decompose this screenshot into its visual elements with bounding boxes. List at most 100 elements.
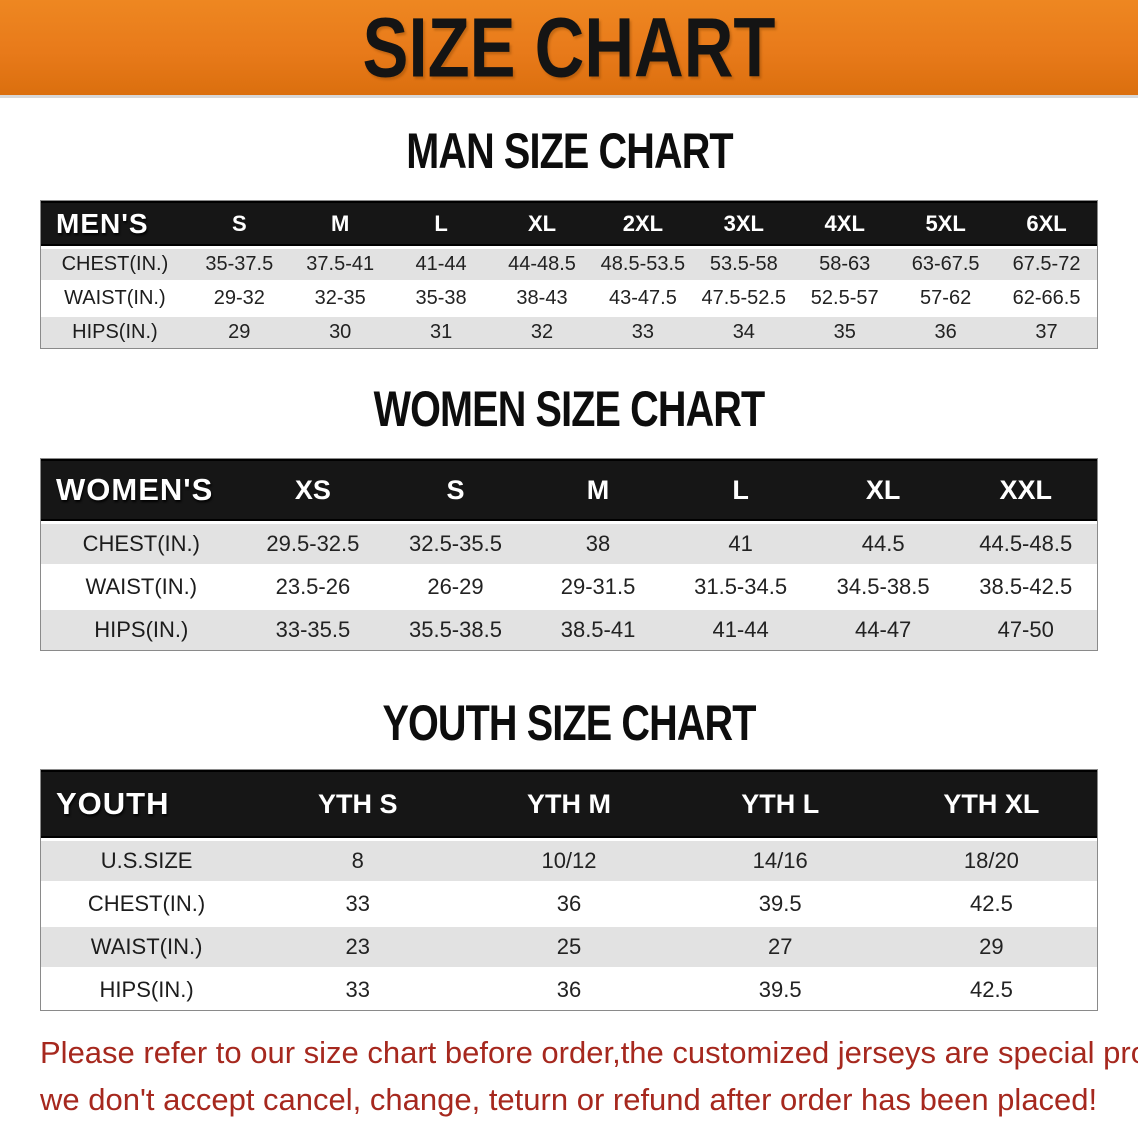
cell-value: 63-67.5 [895, 246, 997, 280]
column-header: YTH M [463, 770, 675, 838]
column-header: XL [491, 201, 593, 246]
cell-value: 29 [188, 314, 290, 348]
banner-title: SIZE CHART [362, 0, 776, 95]
table-row: HIPS(IN.) 29 30 31 32 33 34 35 36 37 [41, 314, 1097, 348]
column-header: 4XL [794, 201, 896, 246]
column-header: S [384, 459, 527, 521]
cell-value: 38.5-41 [526, 607, 670, 650]
cell-value: 29-31.5 [526, 564, 670, 607]
cell-value: 34 [693, 314, 795, 348]
row-label: HIPS(IN.) [41, 314, 189, 348]
cell-value: 33 [592, 314, 694, 348]
row-label: WAIST(IN.) [41, 280, 189, 314]
youth-section-heading: YOUTH SIZE CHART [0, 693, 1138, 751]
cell-value: 31.5-34.5 [669, 564, 812, 607]
column-header: 6XL [996, 201, 1097, 246]
cell-value: 67.5-72 [996, 246, 1097, 280]
row-label: HIPS(IN.) [41, 607, 242, 650]
man-section-heading-text: MAN SIZE CHART [405, 121, 733, 179]
cell-value: 38 [526, 521, 670, 564]
cell-value: 27 [674, 924, 886, 967]
column-header: 3XL [693, 201, 795, 246]
cell-value: 42.5 [885, 881, 1097, 924]
cell-value: 53.5-58 [693, 246, 795, 280]
column-header: YTH XL [885, 770, 1097, 838]
column-header: S [188, 201, 290, 246]
women-section-heading: WOMEN SIZE CHART [0, 380, 1138, 437]
men-size-table-wrap: MEN'S S M L XL 2XL 3XL 4XL 5XL 6XL CHEST(IN.) 35-37… [40, 200, 1098, 349]
women-size-table: WOMEN'S XS S M L XL XXL CHEST(IN.) 29.5-32.5 32.5… [41, 459, 1097, 650]
cell-value: 62-66.5 [996, 280, 1097, 314]
table-row: CHEST(IN.) 33 36 39.5 42.5 [41, 881, 1097, 924]
cell-value: 29 [885, 924, 1097, 967]
cell-value: 37.5-41 [289, 246, 391, 280]
row-label: HIPS(IN.) [41, 967, 253, 1010]
cell-value: 39.5 [674, 881, 886, 924]
cell-value: 47.5-52.5 [693, 280, 795, 314]
cell-value: 29.5-32.5 [241, 521, 385, 564]
row-label: WAIST(IN.) [41, 924, 253, 967]
cell-value: 31 [390, 314, 492, 348]
column-header: YTH L [674, 770, 886, 838]
disclaimer-line-1: Please refer to our size chart before or… [40, 1035, 1138, 1070]
cell-value: 34.5-38.5 [811, 564, 955, 607]
cell-value: 23.5-26 [241, 564, 385, 607]
cell-value: 41 [669, 521, 812, 564]
table-corner-label: WOMEN'S [41, 459, 242, 521]
cell-value: 33 [252, 881, 464, 924]
table-row: WAIST(IN.) 29-32 32-35 35-38 38-43 43-47.5 47.… [41, 280, 1097, 314]
cell-value: 44-48.5 [491, 246, 593, 280]
cell-value: 44-47 [811, 607, 955, 650]
table-row: U.S.SIZE 8 10/12 14/16 18/20 [41, 838, 1097, 881]
cell-value: 48.5-53.5 [592, 246, 694, 280]
cell-value: 18/20 [885, 838, 1097, 881]
cell-value: 42.5 [885, 967, 1097, 1010]
cell-value: 35-38 [390, 280, 492, 314]
cell-value: 44.5 [811, 521, 955, 564]
cell-value: 35-37.5 [188, 246, 290, 280]
column-header: XS [241, 459, 385, 521]
table-row: WAIST(IN.) 23.5-26 26-29 29-31.5 31.5-34.5 34… [41, 564, 1097, 607]
cell-value: 38.5-42.5 [954, 564, 1097, 607]
cell-value: 41-44 [390, 246, 492, 280]
row-label: CHEST(IN.) [41, 246, 189, 280]
table-header-row: WOMEN'S XS S M L XL XXL [41, 459, 1097, 521]
row-label: WAIST(IN.) [41, 564, 242, 607]
table-row: HIPS(IN.) 33-35.5 35.5-38.5 38.5-41 41-44 44-… [41, 607, 1097, 650]
cell-value: 23 [252, 924, 464, 967]
table-header-row: YOUTH YTH S YTH M YTH L YTH XL [41, 770, 1097, 838]
cell-value: 32 [491, 314, 593, 348]
cell-value: 35.5-38.5 [384, 607, 527, 650]
cell-value: 33 [252, 967, 464, 1010]
cell-value: 58-63 [794, 246, 896, 280]
cell-value: 32-35 [289, 280, 391, 314]
man-section-heading: MAN SIZE CHART [0, 121, 1138, 179]
cell-value: 37 [996, 314, 1097, 348]
column-header: M [289, 201, 391, 246]
cell-value: 38-43 [491, 280, 593, 314]
table-row: CHEST(IN.) 35-37.5 37.5-41 41-44 44-48.5 48.5… [41, 246, 1097, 280]
table-row: HIPS(IN.) 33 36 39.5 42.5 [41, 967, 1097, 1010]
cell-value: 57-62 [895, 280, 997, 314]
row-label: CHEST(IN.) [41, 521, 242, 564]
cell-value: 29-32 [188, 280, 290, 314]
cell-value: 43-47.5 [592, 280, 694, 314]
youth-size-table-wrap: YOUTH YTH S YTH M YTH L YTH XL U.S.SIZE 8 10/12… [40, 769, 1098, 1011]
column-header: YTH S [252, 770, 464, 838]
cell-value: 30 [289, 314, 391, 348]
cell-value: 52.5-57 [794, 280, 896, 314]
cell-value: 39.5 [674, 967, 886, 1010]
table-row: CHEST(IN.) 29.5-32.5 32.5-35.5 38 41 44.5 44.5… [41, 521, 1097, 564]
cell-value: 47-50 [954, 607, 1097, 650]
table-corner-label: YOUTH [41, 770, 253, 838]
table-corner-label: MEN'S [41, 201, 189, 246]
disclaimer-line-2: we don't accept cancel, change, teturn o… [40, 1082, 1098, 1117]
column-header: 5XL [895, 201, 997, 246]
youth-size-table: YOUTH YTH S YTH M YTH L YTH XL U.S.SIZE 8 10/12… [41, 770, 1097, 1010]
row-label: U.S.SIZE [41, 838, 253, 881]
youth-section-heading-text: YOUTH SIZE CHART [382, 693, 756, 751]
column-header: M [526, 459, 670, 521]
men-size-table: MEN'S S M L XL 2XL 3XL 4XL 5XL 6XL CHEST(IN.) 35-37… [41, 201, 1097, 348]
table-header-row: MEN'S S M L XL 2XL 3XL 4XL 5XL 6XL [41, 201, 1097, 246]
